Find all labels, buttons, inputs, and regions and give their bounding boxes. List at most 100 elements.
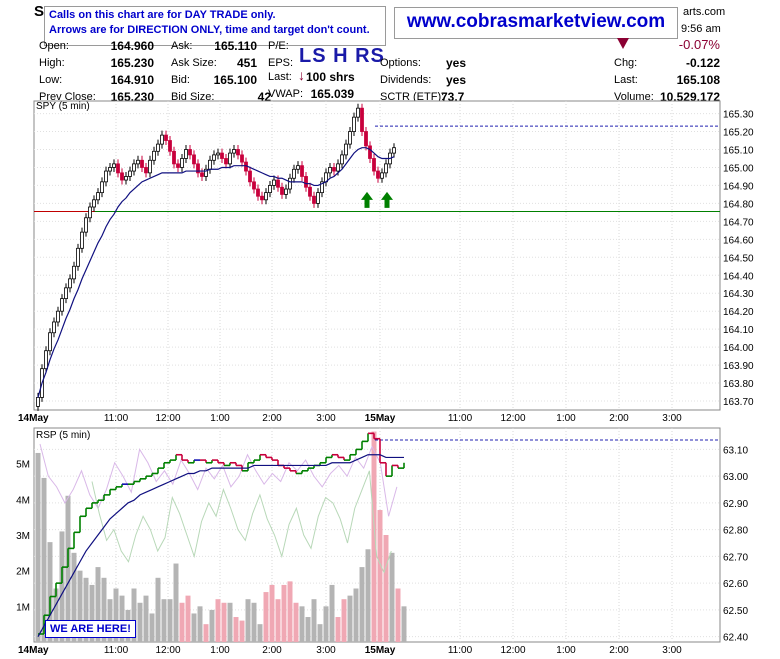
spy-x-tick-label: 3:00 xyxy=(662,413,682,424)
spy-candle xyxy=(368,145,372,159)
volume-bar xyxy=(311,599,317,642)
last-price-value: 165.108 xyxy=(676,73,720,87)
spy-candle xyxy=(284,188,288,195)
volume-bar xyxy=(47,542,53,642)
chg-value: -0.122 xyxy=(685,56,720,70)
spy-candle xyxy=(152,150,156,161)
spy-y-tick-label: 164.20 xyxy=(723,307,754,318)
rsp-x-tick-label: 12:00 xyxy=(155,645,180,656)
spy-y-tick-label: 163.90 xyxy=(723,361,754,372)
spy-candle xyxy=(184,149,188,159)
volume-bar xyxy=(353,588,359,642)
spy-candle xyxy=(360,107,364,132)
spy-candle xyxy=(72,265,76,280)
volume-bar xyxy=(203,624,209,642)
volume-bar xyxy=(377,510,383,642)
rsp-y-tick-label: 63.10 xyxy=(723,445,748,456)
spy-candle xyxy=(320,181,324,194)
down-triangle-icon xyxy=(617,38,629,49)
volume-bar xyxy=(299,606,305,642)
volume-bar xyxy=(245,599,251,642)
we-are-here-callout: WE ARE HERE! xyxy=(45,620,136,638)
note-line-1: Calls on this chart are for DAY TRADE on… xyxy=(49,9,276,21)
spy-candle xyxy=(36,397,40,407)
spy-candle xyxy=(128,170,132,177)
volume-bar xyxy=(185,595,191,642)
spy-candle xyxy=(68,278,72,289)
spy-candle xyxy=(108,167,112,172)
spy-x-tick-label: 2:00 xyxy=(609,413,629,424)
spy-candle xyxy=(280,186,284,195)
spy-candle xyxy=(100,181,104,194)
rsp-y-tick-label: 62.40 xyxy=(723,633,748,644)
rsp-x-tick-label: 11:00 xyxy=(448,645,473,656)
spy-y-tick-label: 165.10 xyxy=(723,146,754,157)
spy-candle xyxy=(304,176,308,188)
pattern-annotation: LS H RS xyxy=(299,45,385,67)
spy-candle xyxy=(176,163,180,168)
volume-tick-label: 1M xyxy=(16,602,30,613)
volume-bar xyxy=(383,535,389,642)
dividends-label: Dividends: xyxy=(380,74,432,86)
volume-bar xyxy=(101,577,107,642)
spy-candle xyxy=(92,199,96,208)
spy-candle xyxy=(348,131,352,145)
spy-candle xyxy=(240,154,244,163)
last-label: Last: xyxy=(268,71,292,83)
volume-bar xyxy=(341,599,347,642)
website-banner[interactable]: www.cobrasmarketview.com xyxy=(394,7,678,39)
volume-bar xyxy=(293,602,299,642)
rsp-x-tick-label: 1:00 xyxy=(210,645,230,656)
rsp-x-tick-label: 12:00 xyxy=(500,645,525,656)
spy-candle xyxy=(372,158,376,172)
rsp-x-tick-label: 3:00 xyxy=(662,645,682,656)
spy-y-tick-label: 163.70 xyxy=(723,397,754,408)
rsp-y-tick-label: 63.00 xyxy=(723,472,748,483)
volume-bar xyxy=(215,599,221,642)
last-size-value: 100 shrs xyxy=(306,70,355,84)
spy-candle xyxy=(200,172,204,177)
vwap-label: VWAP: xyxy=(268,88,304,100)
spy-candle xyxy=(132,163,136,172)
rsp-overlay-line-a xyxy=(39,443,398,517)
spy-candle xyxy=(344,143,348,156)
spy-y-tick-label: 164.90 xyxy=(723,181,754,192)
spy-y-tick-label: 164.30 xyxy=(723,289,754,300)
volume-bar xyxy=(323,606,329,642)
rsp-x-tick-label: 2:00 xyxy=(262,645,282,656)
volume-bar xyxy=(269,584,275,642)
rsp-y-tick-label: 62.60 xyxy=(723,579,748,590)
open-value: 164.960 xyxy=(110,39,154,53)
volume-bar xyxy=(113,588,119,642)
spy-x-tick-label: 3:00 xyxy=(316,413,336,424)
rsp-x-tick-label: 15May xyxy=(365,645,396,656)
spy-candle xyxy=(260,195,264,201)
spy-candle xyxy=(160,134,164,145)
time-partial: 9:56 am xyxy=(681,23,721,35)
spy-candle xyxy=(56,310,60,323)
spy-x-tick-label: 1:00 xyxy=(210,413,230,424)
spy-x-tick-label: 1:00 xyxy=(556,413,576,424)
spy-candle xyxy=(392,147,396,154)
spy-candle xyxy=(104,170,108,183)
eps-label: EPS: xyxy=(268,57,294,69)
volume-bar xyxy=(221,602,227,642)
ask-value: 165.110 xyxy=(214,39,257,53)
volume-bar xyxy=(359,567,365,642)
spy-candle xyxy=(64,287,68,300)
ask-size-label: Ask Size: xyxy=(171,57,217,69)
spy-y-tick-label: 164.10 xyxy=(723,325,754,336)
volume-bar xyxy=(89,584,95,642)
spy-candle xyxy=(180,158,184,168)
spy-candle xyxy=(196,163,200,174)
spy-candle xyxy=(224,158,228,165)
high-value: 165.230 xyxy=(110,56,154,70)
spy-candle xyxy=(120,172,124,181)
bid-value: 165.100 xyxy=(213,73,257,87)
spy-candle xyxy=(188,149,192,156)
spy-candle xyxy=(232,149,236,154)
spy-y-tick-label: 164.40 xyxy=(723,271,754,282)
spy-y-tick-label: 165.20 xyxy=(723,128,754,139)
spy-candle xyxy=(88,206,92,219)
spy-x-tick-label: 2:00 xyxy=(262,413,282,424)
